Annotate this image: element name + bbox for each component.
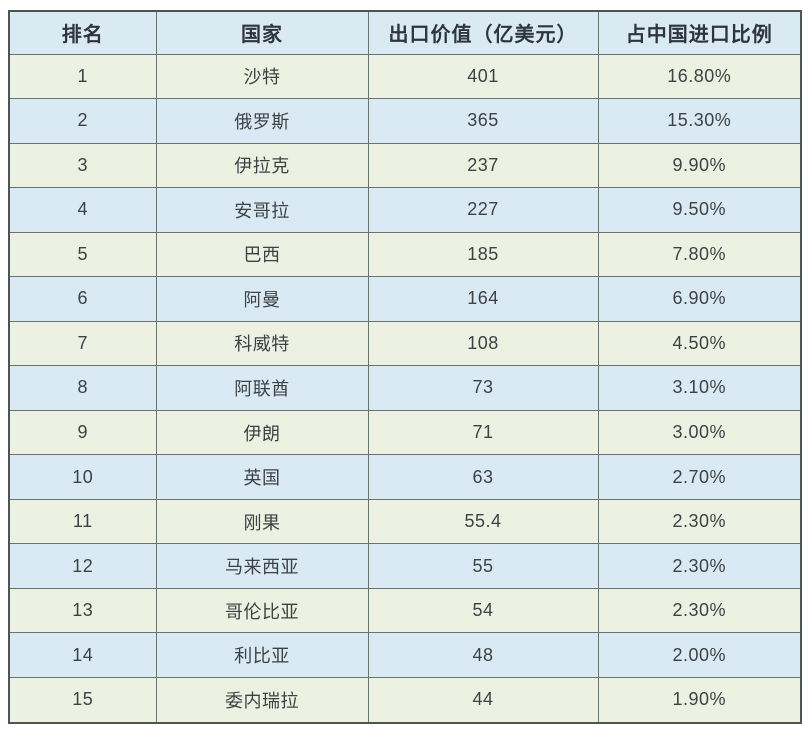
cell-country: 委内瑞拉	[155, 676, 369, 724]
cell-value: 227	[367, 187, 599, 233]
cell-country: 利比亚	[155, 632, 369, 678]
cell-country: 伊朗	[155, 409, 369, 456]
cell-rank: 2	[8, 98, 157, 144]
table-body: 1 沙特 401 16.80% 2 俄罗斯 365 15.30% 3 伊拉克 237 9.90% 4 安哥…	[8, 53, 802, 724]
cell-rank: 8	[8, 365, 157, 411]
table-row-13: 13 哥伦比亚 54 2.30%	[8, 587, 802, 634]
cell-value: 44	[367, 676, 599, 724]
header-row: 排名 国家 出口价值（亿美元） 占中国进口比例	[8, 10, 802, 55]
table-header: 排名 国家 出口价值（亿美元） 占中国进口比例	[8, 10, 802, 55]
cell-country: 俄罗斯	[155, 98, 369, 144]
cell-country: 安哥拉	[155, 187, 369, 233]
table-row-6: 6 阿曼 164 6.90%	[8, 276, 802, 322]
cell-rank: 6	[8, 276, 157, 322]
cell-rank: 12	[8, 543, 157, 589]
cell-country: 阿曼	[155, 276, 369, 322]
cell-value: 185	[367, 231, 599, 278]
column-header-value: 出口价值（亿美元）	[367, 10, 599, 55]
cell-country: 哥伦比亚	[155, 587, 369, 634]
cell-share: 9.90%	[597, 142, 802, 189]
cell-value: 54	[367, 587, 599, 634]
cell-value: 48	[367, 632, 599, 678]
cell-rank: 15	[8, 676, 157, 724]
cell-country: 巴西	[155, 231, 369, 278]
cell-country: 马来西亚	[155, 543, 369, 589]
cell-share: 2.70%	[597, 454, 802, 500]
cell-share: 9.50%	[597, 187, 802, 233]
cell-share: 15.30%	[597, 98, 802, 144]
cell-share: 2.30%	[597, 498, 802, 545]
table-row-8: 8 阿联酋 73 3.10%	[8, 365, 802, 411]
cell-rank: 4	[8, 187, 157, 233]
cell-value: 164	[367, 276, 599, 322]
oil-import-table: 排名 国家 出口价值（亿美元） 占中国进口比例 1 沙特 401 16.80% 2 俄罗斯 365…	[8, 10, 802, 724]
cell-value: 73	[367, 365, 599, 411]
cell-rank: 14	[8, 632, 157, 678]
cell-rank: 5	[8, 231, 157, 278]
cell-value: 401	[367, 53, 599, 100]
cell-value: 365	[367, 98, 599, 144]
cell-share: 1.90%	[597, 676, 802, 724]
cell-share: 3.10%	[597, 365, 802, 411]
column-header-country: 国家	[155, 10, 369, 55]
table-row-11: 11 刚果 55.4 2.30%	[8, 498, 802, 545]
cell-share: 3.00%	[597, 409, 802, 456]
table-row-9: 9 伊朗 71 3.00%	[8, 409, 802, 456]
cell-share: 16.80%	[597, 53, 802, 100]
cell-share: 2.30%	[597, 543, 802, 589]
column-header-share: 占中国进口比例	[597, 10, 802, 55]
cell-rank: 1	[8, 53, 157, 100]
cell-value: 237	[367, 142, 599, 189]
cell-value: 55	[367, 543, 599, 589]
cell-country: 刚果	[155, 498, 369, 545]
cell-rank: 9	[8, 409, 157, 456]
cell-country: 沙特	[155, 53, 369, 100]
cell-country: 伊拉克	[155, 142, 369, 189]
column-header-rank: 排名	[8, 10, 157, 55]
table-row-4: 4 安哥拉 227 9.50%	[8, 187, 802, 233]
cell-rank: 13	[8, 587, 157, 634]
table-row-3: 3 伊拉克 237 9.90%	[8, 142, 802, 189]
table-row-10: 10 英国 63 2.70%	[8, 454, 802, 500]
cell-country: 英国	[155, 454, 369, 500]
cell-value: 108	[367, 320, 599, 367]
cell-rank: 10	[8, 454, 157, 500]
cell-share: 4.50%	[597, 320, 802, 367]
table-row-7: 7 科威特 108 4.50%	[8, 320, 802, 367]
table-row-1: 1 沙特 401 16.80%	[8, 53, 802, 100]
cell-share: 7.80%	[597, 231, 802, 278]
cell-share: 2.30%	[597, 587, 802, 634]
table-row-12: 12 马来西亚 55 2.30%	[8, 543, 802, 589]
cell-country: 科威特	[155, 320, 369, 367]
table-row-2: 2 俄罗斯 365 15.30%	[8, 98, 802, 144]
cell-rank: 7	[8, 320, 157, 367]
cell-value: 63	[367, 454, 599, 500]
cell-value: 71	[367, 409, 599, 456]
cell-share: 2.00%	[597, 632, 802, 678]
table-row-15: 15 委内瑞拉 44 1.90%	[8, 676, 802, 724]
table-row-5: 5 巴西 185 7.80%	[8, 231, 802, 278]
cell-share: 6.90%	[597, 276, 802, 322]
cell-country: 阿联酋	[155, 365, 369, 411]
table-row-14: 14 利比亚 48 2.00%	[8, 632, 802, 678]
cell-value: 55.4	[367, 498, 599, 545]
cell-rank: 3	[8, 142, 157, 189]
cell-rank: 11	[8, 498, 157, 545]
